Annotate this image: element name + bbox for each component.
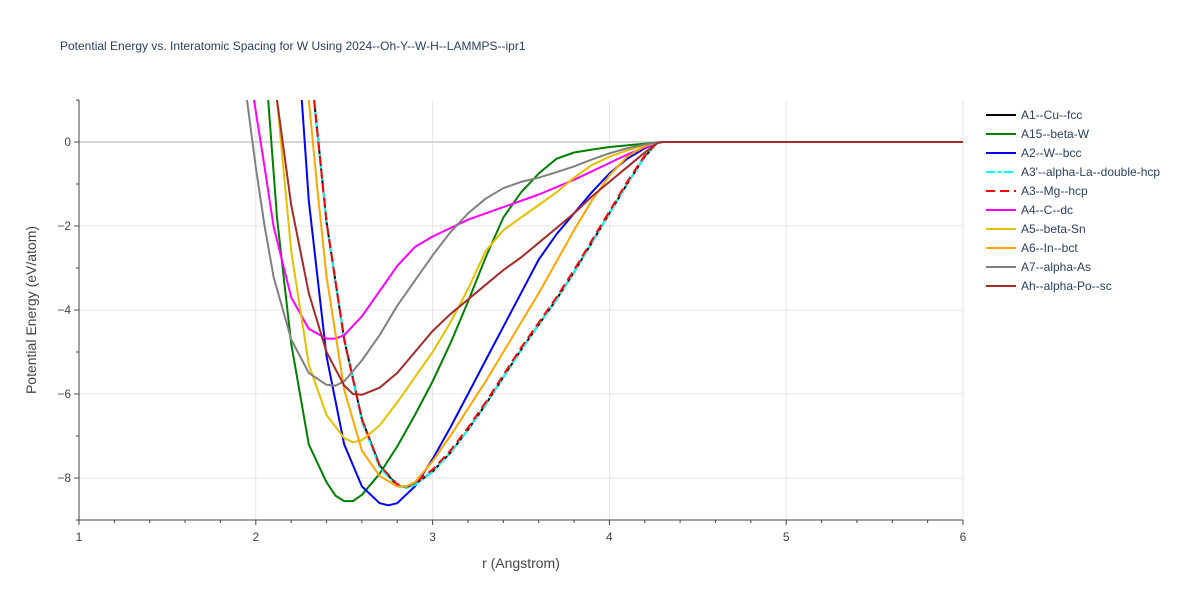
series-line-5 — [313, 100, 963, 488]
plot-area — [246, 100, 963, 507]
x-tick-label: 3 — [429, 530, 436, 544]
legend-label: Ah--alpha-Po--sc — [1021, 279, 1112, 293]
legend-item[interactable]: A2--W--bcc — [986, 146, 1081, 160]
legend-label: A5--beta-Sn — [1021, 222, 1086, 236]
legend-label: A6--In--bct — [1021, 241, 1078, 255]
axes: 1 2 3 4 5 6 −8 −6 −4 −2 0 — [57, 99, 967, 544]
legend-item[interactable]: Ah--alpha-Po--sc — [986, 279, 1112, 293]
x-tick-label: 2 — [252, 530, 259, 544]
legend-item[interactable]: A1--Cu--fcc — [986, 108, 1082, 122]
x-tick-label: 6 — [960, 530, 967, 544]
legend-item[interactable]: A7--alpha-As — [986, 260, 1091, 274]
series-line-9 — [246, 100, 963, 387]
y-axis-title: Potential Energy (eV/atom) — [23, 226, 39, 394]
legend: A1--Cu--fcc A15--beta-W A2--W--bcc A3'--alp… — [986, 108, 1160, 293]
legend-label: A2--W--bcc — [1021, 146, 1081, 160]
legend-label: A1--Cu--fcc — [1021, 108, 1082, 122]
series-line-7 — [276, 100, 963, 444]
series-line-3 — [300, 100, 963, 507]
series-line-6 — [253, 100, 963, 340]
y-tick-label: −6 — [57, 387, 71, 401]
legend-item[interactable]: A4--C--dc — [986, 203, 1073, 217]
legend-label: A3'--alpha-La--double-hcp — [1021, 165, 1160, 179]
legend-label: A4--C--dc — [1021, 203, 1073, 217]
legend-item[interactable]: A5--beta-Sn — [986, 222, 1086, 236]
grid — [79, 100, 964, 520]
x-tick-label: 5 — [783, 530, 790, 544]
legend-label: A15--beta-W — [1021, 127, 1090, 141]
x-axis-title: r (Angstrom) — [482, 555, 560, 571]
x-tick-label: 4 — [606, 530, 613, 544]
y-tick-label: −4 — [57, 303, 71, 317]
chart-title: Potential Energy vs. Interatomic Spacing… — [60, 39, 526, 53]
legend-label: A7--alpha-As — [1021, 260, 1091, 274]
series-line-2 — [267, 100, 963, 503]
legend-item[interactable]: A15--beta-W — [986, 127, 1090, 141]
legend-item[interactable]: A6--In--bct — [986, 241, 1078, 255]
y-tick-label: −2 — [57, 219, 71, 233]
x-tick-label: 1 — [76, 530, 83, 544]
y-tick-label: 0 — [64, 135, 71, 149]
legend-item[interactable]: A3'--alpha-La--double-hcp — [986, 165, 1160, 179]
legend-label: A3--Mg--hcp — [1021, 184, 1088, 198]
y-tick-label: −8 — [57, 471, 71, 485]
series-line-8 — [307, 100, 963, 488]
legend-item[interactable]: A3--Mg--hcp — [986, 184, 1088, 198]
series-line-10 — [276, 100, 963, 396]
